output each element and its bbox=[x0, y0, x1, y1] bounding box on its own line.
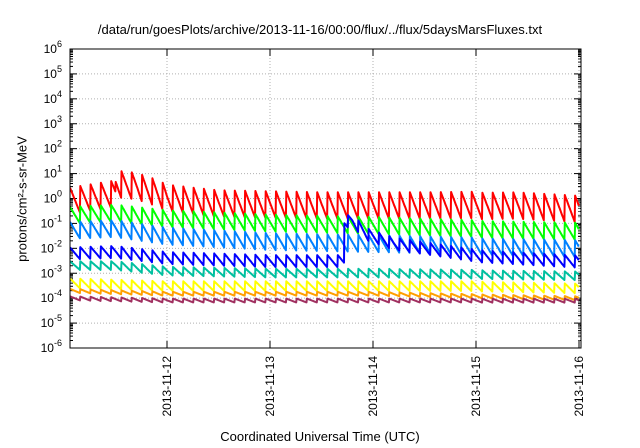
y-tick-label: 100 bbox=[44, 189, 62, 206]
series-line-5 bbox=[70, 260, 580, 282]
y-tick-label: 10-1 bbox=[41, 213, 62, 230]
x-tick-label: 2013-11-14 bbox=[366, 356, 380, 417]
series-line-2 bbox=[70, 204, 580, 241]
x-axis-label: Coordinated Universal Time (UTC) bbox=[220, 429, 420, 444]
series-line-4 bbox=[70, 214, 580, 269]
y-tick-label: 10-3 bbox=[41, 263, 62, 280]
y-tick-label: 10-6 bbox=[41, 338, 62, 355]
series-line-6 bbox=[70, 277, 580, 295]
plot-frame bbox=[69, 48, 582, 349]
y-tick-label: 105 bbox=[44, 64, 62, 81]
x-tick-label: 2013-11-16 bbox=[572, 356, 586, 417]
series-line-8 bbox=[70, 295, 580, 304]
y-tick-label: 10-5 bbox=[41, 313, 62, 330]
y-tick-label: 102 bbox=[44, 139, 62, 156]
series-group bbox=[70, 170, 580, 304]
y-tick-label: 10-4 bbox=[41, 288, 62, 305]
y-tick-label: 10-2 bbox=[41, 238, 62, 255]
series-line-3 bbox=[70, 219, 580, 258]
x-tick-label: 2013-11-15 bbox=[469, 356, 483, 417]
x-tick-label: 2013-11-12 bbox=[160, 356, 174, 417]
chart-title: /data/run/goesPlots/archive/2013-11-16/0… bbox=[97, 22, 543, 37]
y-tick-label: 101 bbox=[44, 164, 62, 181]
y-tick-label: 103 bbox=[44, 114, 62, 131]
y-tick-label: 106 bbox=[44, 39, 62, 56]
series-line-7 bbox=[70, 287, 580, 302]
series-line-1 bbox=[70, 170, 580, 223]
x-tick-label: 2013-11-13 bbox=[263, 356, 277, 417]
y-tick-label: 104 bbox=[44, 89, 62, 106]
